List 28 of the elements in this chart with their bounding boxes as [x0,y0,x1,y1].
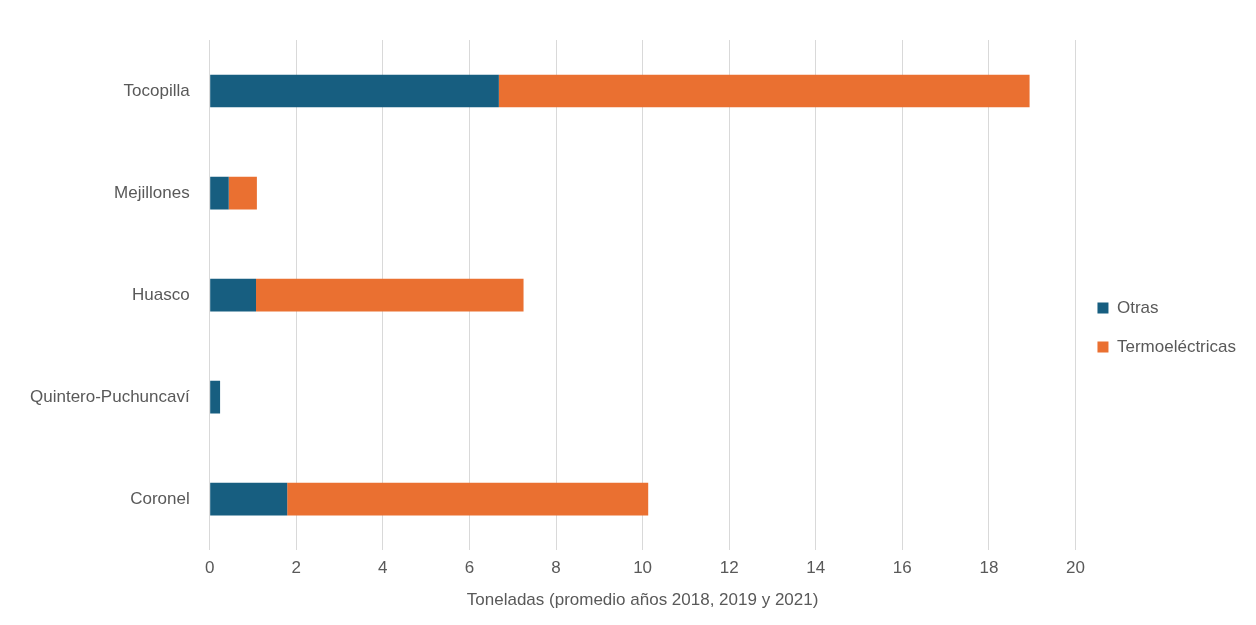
bar [228,176,257,210]
x-tick-label: 10 [633,558,653,578]
x-tick-label: 6 [464,558,475,578]
x-tick-label: 16 [892,558,912,578]
bar [256,278,524,312]
x-axis-title: Toneladas (promedio años 2018, 2019 y 2021) [466,590,819,610]
bar [498,74,1030,108]
x-tick-label: 14 [806,558,826,578]
y-tick-label: Quintero-Puchuncaví [30,386,190,406]
x-tick-label: 8 [551,558,561,578]
legend-label: Otras [1116,297,1159,317]
x-tick-label: 4 [378,558,388,578]
legend-label: Termoeléctricas [1116,336,1237,356]
y-tick-label: Coronel [130,488,190,508]
bar [210,74,499,108]
bar [287,482,649,516]
y-tick-label: Tocopilla [123,80,191,100]
bar [210,482,288,516]
y-tick-label: Mejillones [114,182,190,202]
bar [210,380,221,414]
x-tick-label: 0 [204,558,215,578]
bar [210,278,257,312]
x-tick-label: 12 [719,558,739,578]
bar [210,176,229,210]
x-tick-label: 2 [291,558,302,578]
x-tick-label: 18 [979,558,999,578]
x-tick-label: 20 [1066,558,1085,578]
y-tick-label: Huasco [132,284,190,304]
